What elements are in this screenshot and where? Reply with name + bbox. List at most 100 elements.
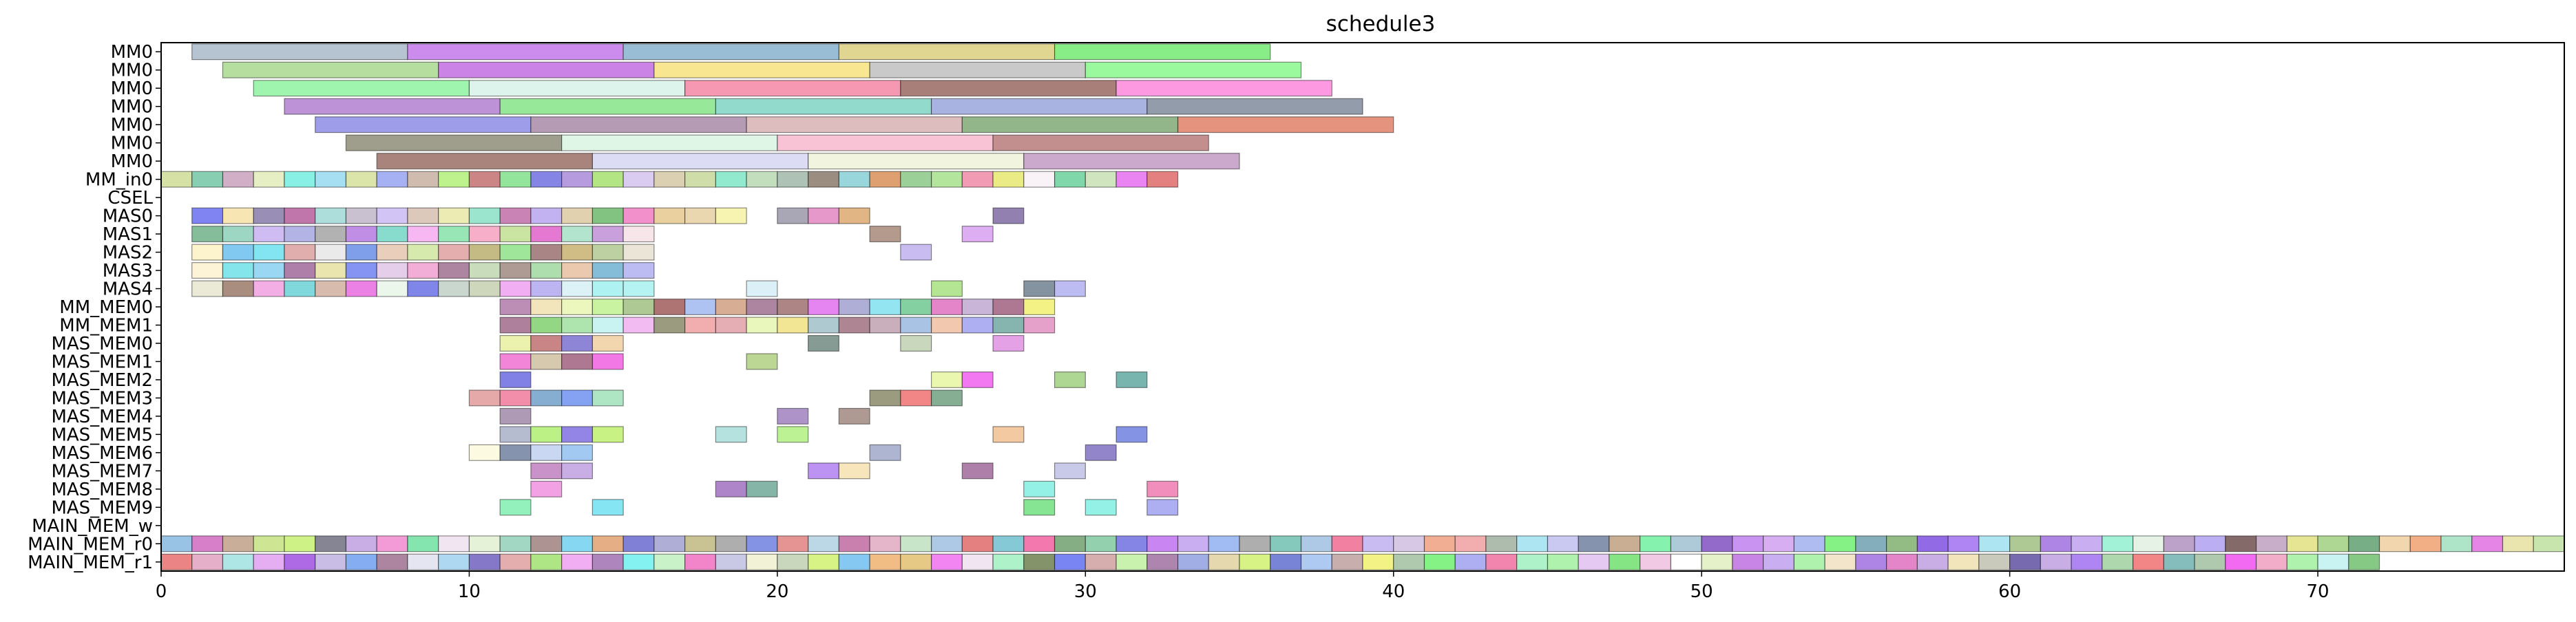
task-bar bbox=[869, 317, 901, 334]
task-bar bbox=[715, 553, 747, 570]
task-bar bbox=[530, 426, 563, 443]
task-bar bbox=[622, 299, 655, 315]
task-bar bbox=[653, 207, 686, 224]
task-bar bbox=[499, 553, 532, 570]
task-bar bbox=[684, 207, 716, 224]
task-bar bbox=[2194, 535, 2226, 553]
task-bar bbox=[715, 480, 747, 497]
task-bar bbox=[1578, 535, 1610, 553]
y-tick-label: MM0 bbox=[111, 133, 153, 154]
task-bar bbox=[746, 553, 778, 570]
task-bar bbox=[376, 553, 408, 570]
task-bar bbox=[1116, 426, 1148, 443]
task-bar bbox=[315, 280, 347, 297]
y-tick-label: MAS_MEM1 bbox=[51, 352, 153, 372]
task-bar bbox=[561, 444, 594, 461]
y-tick-label: MM0 bbox=[111, 97, 153, 118]
task-bar bbox=[838, 207, 870, 224]
task-bar bbox=[1824, 535, 1856, 553]
task-bar bbox=[468, 535, 501, 553]
task-bar bbox=[1886, 553, 1918, 570]
task-bar bbox=[2348, 553, 2380, 570]
task-bar bbox=[777, 207, 809, 224]
task-bar bbox=[1701, 535, 1733, 553]
task-bar bbox=[992, 426, 1025, 443]
task-bar bbox=[684, 299, 716, 315]
task-bar bbox=[591, 553, 624, 570]
task-bar bbox=[622, 226, 655, 243]
task-bar bbox=[869, 226, 901, 243]
task-bar bbox=[345, 226, 377, 243]
task-bar bbox=[1023, 317, 1056, 334]
task-bar bbox=[2040, 535, 2072, 553]
task-bar bbox=[1146, 499, 1179, 516]
task-bar bbox=[900, 334, 932, 352]
task-bar bbox=[345, 535, 377, 553]
task-bar bbox=[191, 226, 224, 243]
task-bar bbox=[715, 299, 747, 315]
task-bar bbox=[284, 171, 316, 188]
task-bar bbox=[1239, 553, 1271, 570]
task-bar bbox=[2071, 535, 2103, 553]
task-bar bbox=[1916, 553, 1949, 570]
task-bar bbox=[653, 317, 686, 334]
task-bar bbox=[622, 207, 655, 224]
task-bar bbox=[561, 299, 594, 315]
task-bar bbox=[622, 43, 839, 61]
task-bar bbox=[1454, 553, 1487, 570]
task-bar bbox=[1116, 553, 1148, 570]
task-bar bbox=[2102, 535, 2134, 553]
task-bar bbox=[1362, 553, 1394, 570]
task-bar bbox=[930, 171, 963, 188]
task-bar bbox=[345, 171, 377, 188]
y-tick-label: MAS_MEM9 bbox=[51, 497, 153, 518]
task-bar bbox=[468, 80, 686, 97]
task-bar bbox=[376, 244, 408, 261]
task-bar bbox=[1054, 280, 1086, 297]
task-bar bbox=[900, 171, 932, 188]
task-bar bbox=[715, 426, 747, 443]
task-bar bbox=[715, 171, 747, 188]
task-bar bbox=[499, 171, 532, 188]
task-bar bbox=[746, 535, 778, 553]
task-bar bbox=[499, 262, 532, 279]
task-bar bbox=[1270, 553, 1302, 570]
task-bar bbox=[1763, 535, 1795, 553]
task-bar bbox=[1393, 553, 1425, 570]
task-bar bbox=[315, 553, 347, 570]
task-bar bbox=[191, 171, 224, 188]
task-bar bbox=[653, 535, 686, 553]
task-bar bbox=[1793, 535, 1825, 553]
task-bar bbox=[222, 226, 254, 243]
task-bar bbox=[315, 244, 347, 261]
task-bar bbox=[530, 299, 563, 315]
task-bar bbox=[315, 262, 347, 279]
task-bar bbox=[653, 171, 686, 188]
task-bar bbox=[1855, 553, 1887, 570]
task-bar bbox=[407, 244, 439, 261]
task-bar bbox=[715, 98, 932, 115]
task-bar bbox=[2102, 553, 2134, 570]
task-bar bbox=[838, 317, 870, 334]
task-bar bbox=[468, 444, 501, 461]
task-bar bbox=[715, 207, 747, 224]
task-bar bbox=[1116, 171, 1148, 188]
task-bar bbox=[961, 226, 994, 243]
task-bar bbox=[1670, 553, 1702, 570]
task-bar bbox=[561, 207, 594, 224]
task-bar bbox=[468, 207, 501, 224]
task-bar bbox=[530, 280, 563, 297]
task-bar bbox=[191, 244, 224, 261]
task-bar bbox=[1023, 171, 1056, 188]
task-bar bbox=[1763, 553, 1795, 570]
task-bar bbox=[468, 226, 501, 243]
task-bar bbox=[191, 280, 224, 297]
task-bar bbox=[992, 171, 1025, 188]
task-bar bbox=[992, 553, 1025, 570]
task-bar bbox=[468, 262, 501, 279]
task-bar bbox=[1085, 535, 1117, 553]
x-axis-ticks: 0 10 20 30 40 50 60 70 bbox=[156, 571, 2329, 602]
task-bar bbox=[1085, 171, 1117, 188]
task-bar bbox=[2132, 553, 2164, 570]
